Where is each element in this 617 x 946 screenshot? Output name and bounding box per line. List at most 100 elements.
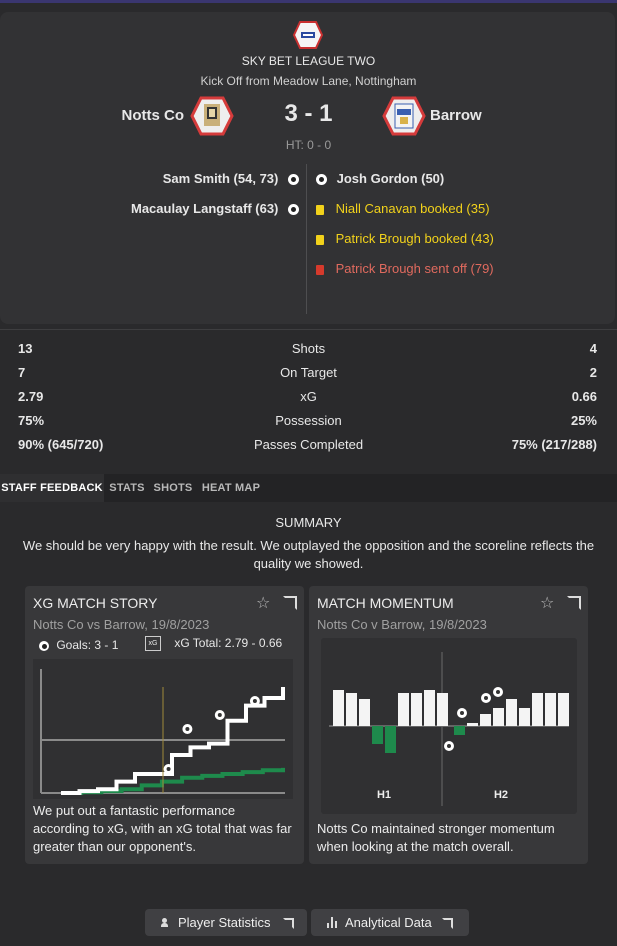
xg-total-label: xG Total: 2.79 - 0.66 xyxy=(174,636,283,650)
person-icon xyxy=(161,918,168,927)
away-event-text: Patrick Brough booked (43) xyxy=(335,231,494,246)
away-team-crest-icon[interactable] xyxy=(382,96,426,136)
momentum-bar-home xyxy=(346,693,357,726)
window-top-bar xyxy=(0,0,617,3)
stat-label-xg: xG xyxy=(300,389,317,404)
away-event-1: Josh Gordon (50) xyxy=(316,171,444,186)
momentum-bar-home xyxy=(359,699,370,726)
popout-icon[interactable] xyxy=(567,596,581,610)
goal-marker-center xyxy=(217,713,222,717)
competition-name: SKY BET LEAGUE TWO xyxy=(241,54,376,68)
half-time-score: HT: 0 - 0 xyxy=(285,138,332,152)
momentum-bar-home xyxy=(519,708,530,726)
xg-chart xyxy=(33,659,293,799)
stat-home-passes: 90% (645/720) xyxy=(18,437,104,452)
xg-card-subtitle: Notts Co vs Barrow, 19/8/2023 xyxy=(33,617,210,632)
momentum-h1-label: H1 xyxy=(377,789,391,801)
tab-bar: STAFF FEEDBACK STATS SHOTS HEAT MAP xyxy=(0,474,617,502)
home-event-2: Macaulay Langstaff (63) xyxy=(131,201,299,216)
momentum-h2-label: H2 xyxy=(494,789,508,801)
bar-chart-icon xyxy=(327,917,339,928)
stat-home-shots: 13 xyxy=(18,341,33,356)
goal-marker-center xyxy=(166,767,171,771)
goal-ball-icon xyxy=(288,204,299,216)
home-team-crest-icon[interactable] xyxy=(190,96,234,136)
stat-away-possession: 25% xyxy=(570,413,597,428)
momentum-bar-home xyxy=(558,693,569,726)
momentum-bar-home xyxy=(545,693,556,726)
goal-ball-icon xyxy=(39,640,49,651)
away-event-2: Niall Canavan booked (35) xyxy=(316,201,490,216)
goal-marker-center xyxy=(252,699,257,703)
xg-card-title: XG MATCH STORY xyxy=(33,595,158,611)
momentum-bar-home xyxy=(532,693,543,726)
tab-heat-map[interactable]: HEAT MAP xyxy=(201,482,261,494)
stat-label-shots: Shots xyxy=(291,341,326,356)
tab-shots[interactable]: SHOTS xyxy=(153,482,193,494)
stat-home-on-target: 7 xyxy=(18,365,26,380)
analytical-data-label: Analytical Data xyxy=(345,915,432,930)
xg-line-home xyxy=(61,686,285,795)
xg-icon: xG xyxy=(145,636,161,652)
away-event-text: Niall Canavan booked (35) xyxy=(335,201,490,216)
momentum-card-title: MATCH MOMENTUM xyxy=(317,595,454,611)
red-card-icon xyxy=(316,264,324,275)
momentum-bar-away xyxy=(385,726,396,753)
stat-away-xg: 0.66 xyxy=(571,389,597,404)
goal-marker-center xyxy=(447,744,451,748)
momentum-bar-away xyxy=(454,726,465,735)
momentum-card-subtitle: Notts Co v Barrow, 19/8/2023 xyxy=(317,617,487,632)
home-team-name[interactable]: Notts Co xyxy=(121,107,185,124)
momentum-bar-home xyxy=(411,693,422,726)
momentum-chart: H1 H2 xyxy=(321,638,577,814)
xg-total-row: xG xG Total: 2.79 - 0.66 xyxy=(145,636,283,652)
events-divider xyxy=(306,164,307,314)
xg-line-away xyxy=(61,767,285,795)
tab-stats[interactable]: STATS xyxy=(109,482,145,494)
score: 3 - 1 xyxy=(284,100,333,127)
stat-away-shots: 4 xyxy=(589,341,597,356)
star-icon[interactable]: ☆ xyxy=(540,595,555,612)
stat-label-possession: Possession xyxy=(275,413,342,428)
xg-goals-label: Goals: 3 - 1 xyxy=(56,638,119,652)
stat-label-passes: Passes Completed xyxy=(253,437,364,452)
momentum-bar-home xyxy=(424,690,435,726)
home-event-text: Sam Smith (54, 73) xyxy=(162,171,279,186)
xg-goals-row: Goals: 3 - 1 xyxy=(39,638,118,652)
momentum-bar-home xyxy=(480,714,491,726)
stat-home-xg: 2.79 xyxy=(18,389,44,404)
away-event-3: Patrick Brough booked (43) xyxy=(316,231,494,246)
momentum-bar-home xyxy=(467,723,478,726)
away-event-text: Patrick Brough sent off (79) xyxy=(335,261,494,276)
popout-icon[interactable] xyxy=(283,596,297,610)
goal-marker-center xyxy=(496,690,500,694)
tab-staff-feedback[interactable]: STAFF FEEDBACK xyxy=(0,474,104,502)
player-statistics-label: Player Statistics xyxy=(178,915,271,930)
stat-home-possession: 75% xyxy=(18,413,45,428)
xg-match-story-card: XG MATCH STORY ☆ Notts Co vs Barrow, 19/… xyxy=(25,586,304,864)
momentum-bar-home xyxy=(493,708,504,726)
match-momentum-card: MATCH MOMENTUM ☆ Notts Co v Barrow, 19/8… xyxy=(309,586,588,864)
xg-card-text: We put out a fantastic performance accor… xyxy=(33,803,292,854)
yellow-card-icon xyxy=(316,234,324,245)
popout-icon xyxy=(283,918,294,929)
away-event-4: Patrick Brough sent off (79) xyxy=(316,261,494,276)
popout-icon xyxy=(442,918,453,929)
analytical-data-button[interactable]: Analytical Data xyxy=(311,909,469,936)
star-icon[interactable]: ☆ xyxy=(256,595,271,612)
momentum-bar-home xyxy=(333,690,344,726)
away-team-name[interactable]: Barrow xyxy=(430,107,482,124)
goal-marker-center xyxy=(484,696,488,700)
venue-text: Kick Off from Meadow Lane, Nottingham xyxy=(200,74,417,88)
away-event-text: Josh Gordon (50) xyxy=(336,171,445,186)
stat-away-on-target: 2 xyxy=(589,365,597,380)
goal-marker-center xyxy=(185,727,190,731)
goal-ball-icon xyxy=(316,174,327,186)
yellow-card-icon xyxy=(316,204,324,215)
goal-ball-icon xyxy=(288,174,299,186)
momentum-bar-away xyxy=(372,726,383,744)
competition-badge-icon xyxy=(292,21,324,49)
stats-separator xyxy=(0,329,617,330)
player-statistics-button[interactable]: Player Statistics xyxy=(145,909,307,936)
summary-heading: SUMMARY xyxy=(275,515,342,530)
